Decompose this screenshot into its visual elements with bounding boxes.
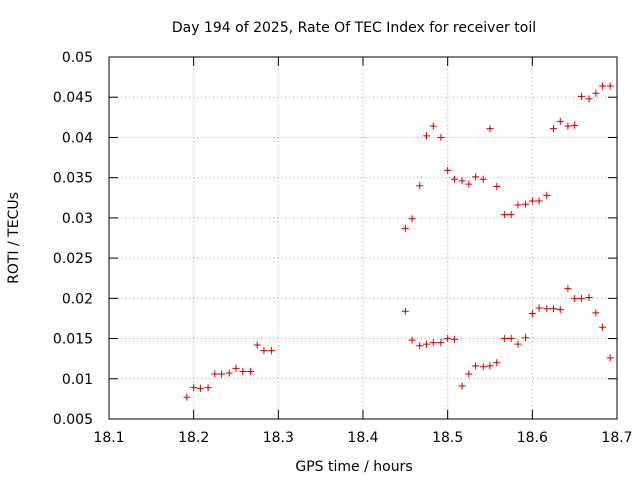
x-tick-label: 18.2: [178, 430, 209, 446]
data-point: [190, 384, 198, 392]
data-point: [437, 339, 445, 347]
data-point: [577, 294, 585, 302]
data-point: [253, 341, 261, 349]
data-point: [183, 393, 191, 401]
data-point: [577, 92, 585, 100]
data-point: [408, 215, 416, 223]
data-point: [556, 117, 564, 125]
data-point: [493, 183, 501, 191]
data-point: [429, 122, 437, 130]
x-tick-label: 18.1: [93, 430, 124, 446]
data-point: [528, 310, 536, 318]
data-point: [458, 177, 466, 185]
data-point: [592, 309, 600, 317]
data-point: [556, 306, 564, 314]
data-point: [444, 335, 452, 343]
data-point: [500, 211, 508, 219]
x-tick-label: 18.6: [517, 430, 548, 446]
data-point: [592, 89, 600, 97]
data-point: [564, 285, 572, 293]
data-point: [606, 82, 614, 90]
data-point: [416, 182, 424, 190]
data-point: [429, 339, 437, 347]
data-point: [522, 334, 530, 342]
data-point: [550, 305, 557, 313]
data-point: [239, 368, 247, 376]
data-point: [472, 362, 480, 370]
data-point: [479, 175, 487, 183]
data-point: [514, 340, 522, 348]
data-point: [479, 363, 487, 371]
y-tick-label: 0.015: [53, 332, 93, 348]
grid-lines: [109, 57, 617, 419]
data-point: [408, 336, 416, 344]
data-point: [246, 368, 254, 376]
data-point: [196, 384, 204, 392]
data-point: [493, 359, 501, 367]
x-axis-label: GPS time / hours: [295, 459, 412, 475]
data-point: [543, 305, 551, 313]
data-point: [585, 95, 593, 103]
data-point: [458, 382, 466, 390]
data-point: [401, 307, 409, 315]
data-point: [260, 347, 268, 355]
y-tick-label: 0.04: [62, 130, 93, 146]
data-point: [599, 323, 607, 331]
y-tick-label: 0.03: [62, 211, 93, 227]
data-point: [450, 335, 458, 343]
data-point: [571, 294, 579, 302]
data-point: [444, 166, 452, 174]
data-point: [564, 122, 572, 130]
data-point: [450, 175, 458, 183]
data-series-roti: [183, 82, 614, 401]
y-tick-label: 0.05: [62, 50, 93, 66]
data-point: [507, 335, 515, 343]
data-point: [522, 200, 530, 208]
data-point: [465, 180, 473, 188]
x-tick-label: 18.7: [601, 430, 632, 446]
data-point: [232, 364, 240, 372]
data-point: [486, 125, 494, 133]
data-point: [528, 197, 536, 205]
y-tick-label: 0.02: [62, 291, 93, 307]
data-point: [437, 133, 445, 141]
x-tick-label: 18.5: [432, 430, 463, 446]
y-axis: 0.005 0.01 0.015 0.02 0.025 0.03 0.035 0.04 0.04…: [53, 50, 617, 428]
y-tick-label: 0.025: [53, 251, 93, 267]
data-point: [416, 342, 424, 350]
data-point: [599, 82, 607, 90]
data-point: [465, 370, 473, 378]
data-point: [486, 362, 494, 370]
y-tick-label: 0.01: [62, 372, 93, 388]
y-axis-label: ROTI / TECUs: [6, 192, 22, 284]
data-point: [500, 335, 508, 343]
data-point: [211, 370, 219, 378]
data-point: [550, 125, 557, 133]
data-point: [423, 340, 430, 348]
data-point: [218, 370, 226, 378]
data-point: [204, 384, 212, 392]
x-tick-label: 18.3: [263, 430, 294, 446]
data-point: [535, 197, 543, 205]
y-tick-label: 0.045: [53, 90, 93, 106]
data-point: [585, 294, 593, 302]
data-point: [535, 304, 543, 312]
y-tick-label: 0.035: [53, 171, 93, 187]
data-point: [543, 191, 551, 199]
data-point: [606, 354, 614, 362]
data-point: [472, 173, 480, 181]
data-point: [225, 369, 233, 377]
data-point: [423, 132, 430, 140]
chart-title: Day 194 of 2025, Rate Of TEC Index for r…: [172, 20, 536, 36]
data-point: [571, 121, 579, 129]
x-tick-label: 18.4: [347, 430, 378, 446]
data-point: [507, 211, 515, 219]
x-axis: 18.1 18.2 18.3 18.4 18.5 18.6 18.7: [93, 57, 633, 446]
data-point: [514, 201, 522, 209]
data-point: [401, 224, 409, 232]
y-tick-label: 0.005: [53, 412, 93, 428]
data-point: [268, 347, 276, 355]
